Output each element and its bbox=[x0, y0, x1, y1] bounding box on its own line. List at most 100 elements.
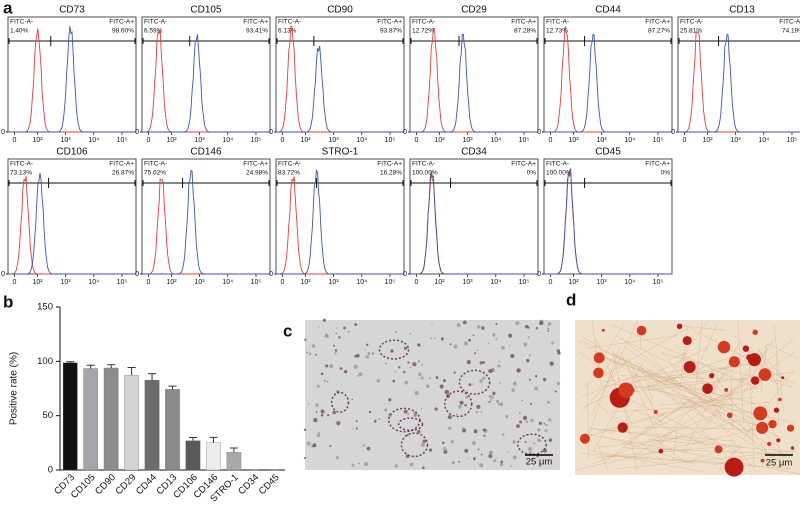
stain-dot bbox=[362, 444, 366, 447]
stain-dot bbox=[512, 381, 517, 386]
stain-dot bbox=[449, 343, 452, 346]
stain-dot bbox=[456, 323, 461, 328]
stain-dot bbox=[358, 462, 360, 465]
stain-dot bbox=[472, 383, 474, 386]
stain-dot bbox=[547, 327, 550, 330]
stain-dot bbox=[488, 454, 493, 459]
stain-dot bbox=[430, 337, 432, 339]
histogram-title: CD90 bbox=[327, 5, 353, 16]
stain-dot bbox=[528, 378, 531, 381]
stain-dot bbox=[488, 401, 491, 403]
y-tick-label: 0 bbox=[403, 271, 407, 278]
fiber bbox=[585, 433, 800, 475]
stain-dot bbox=[556, 381, 561, 386]
fiber bbox=[589, 428, 735, 442]
gate-percent: 1.40% bbox=[10, 28, 29, 35]
error-bar bbox=[188, 437, 197, 441]
fiber bbox=[634, 361, 738, 417]
x-tick-label: 10⁴ bbox=[490, 279, 501, 286]
stain-dot bbox=[473, 429, 478, 434]
stain-dot bbox=[422, 466, 425, 470]
y-tick-label: 150 bbox=[37, 302, 53, 313]
lipid-drop bbox=[593, 352, 605, 364]
fiber bbox=[651, 436, 685, 462]
stain-dot bbox=[313, 418, 318, 423]
lipid-drop bbox=[767, 441, 772, 447]
stain-dot bbox=[351, 398, 354, 401]
stain-dot bbox=[320, 409, 325, 414]
histogram-curve bbox=[678, 30, 800, 133]
stain-dot bbox=[456, 413, 458, 416]
stain-dot bbox=[508, 344, 511, 347]
fiber bbox=[678, 365, 682, 367]
lipid-drop bbox=[724, 457, 744, 477]
gate-percent: 6.59% bbox=[144, 28, 163, 35]
stain-dot bbox=[355, 427, 358, 430]
stain-dot bbox=[385, 362, 387, 365]
x-tick-label: 10² bbox=[301, 279, 312, 286]
stain-dot bbox=[318, 325, 320, 328]
lipid-drop bbox=[717, 340, 731, 354]
fiber bbox=[770, 450, 796, 464]
fiber bbox=[663, 320, 708, 387]
histogram-curve bbox=[8, 172, 136, 275]
lipid-drop bbox=[752, 329, 758, 335]
error-bar bbox=[168, 385, 177, 390]
histogram-title: CD146 bbox=[190, 147, 222, 158]
stain-dot bbox=[421, 363, 424, 366]
gate-percent: 74.19% bbox=[782, 28, 800, 35]
stain-dot bbox=[516, 368, 521, 373]
histogram-curve bbox=[142, 28, 270, 133]
stain-dot bbox=[425, 384, 430, 389]
histogram-title: CD44 bbox=[595, 5, 621, 16]
stain-dot bbox=[471, 441, 476, 446]
stain-dot bbox=[334, 349, 338, 352]
lipid-drop bbox=[760, 458, 765, 463]
gate-name: FITC-A- bbox=[412, 161, 435, 168]
gate-name: FITC-A+ bbox=[109, 19, 134, 26]
gate-name: FITC-A- bbox=[546, 161, 569, 168]
stain-dot bbox=[353, 364, 358, 369]
fiber bbox=[582, 347, 709, 408]
x-tick-label: CD44 bbox=[134, 472, 159, 497]
histogram-curve bbox=[8, 26, 136, 133]
fiber bbox=[763, 404, 788, 472]
histogram-curve bbox=[276, 45, 404, 133]
stain-dot bbox=[339, 367, 343, 370]
stain-dot bbox=[395, 330, 398, 334]
stain-dot bbox=[392, 379, 396, 383]
fiber bbox=[648, 351, 709, 423]
gate-percent: 24.98% bbox=[246, 170, 268, 177]
y-tick-label: 0 bbox=[403, 129, 407, 136]
stain-dot bbox=[458, 404, 462, 409]
stain-dot bbox=[325, 333, 328, 336]
cell bbox=[387, 407, 421, 433]
fiber bbox=[767, 343, 799, 360]
stain-dot bbox=[453, 344, 458, 349]
stain-dot bbox=[368, 410, 372, 414]
x-tick-label: 10⁴ bbox=[88, 279, 99, 286]
stain-dot bbox=[462, 320, 467, 325]
stain-dot bbox=[409, 366, 412, 368]
stain-dot bbox=[487, 342, 490, 344]
x-tick-label: 10² bbox=[33, 137, 44, 144]
cell bbox=[444, 390, 473, 418]
stain-dot bbox=[308, 403, 310, 405]
stain-dot bbox=[495, 338, 498, 341]
stain-dot bbox=[543, 422, 546, 425]
stain-dot bbox=[418, 360, 420, 363]
lipid-drop bbox=[702, 383, 713, 394]
stain-dot bbox=[434, 407, 438, 411]
lipid-drop bbox=[768, 419, 777, 429]
stain-dot bbox=[441, 441, 445, 445]
stain-dot bbox=[539, 321, 544, 326]
histogram-title: CD105 bbox=[190, 5, 222, 16]
stain-dot bbox=[440, 337, 444, 341]
bar bbox=[206, 442, 221, 471]
lipid-drop bbox=[636, 325, 647, 336]
x-tick-label: 0 bbox=[548, 137, 552, 144]
stain-dot bbox=[365, 355, 370, 359]
stain-dot bbox=[547, 321, 552, 326]
gate-percent: 12.72% bbox=[412, 28, 434, 35]
